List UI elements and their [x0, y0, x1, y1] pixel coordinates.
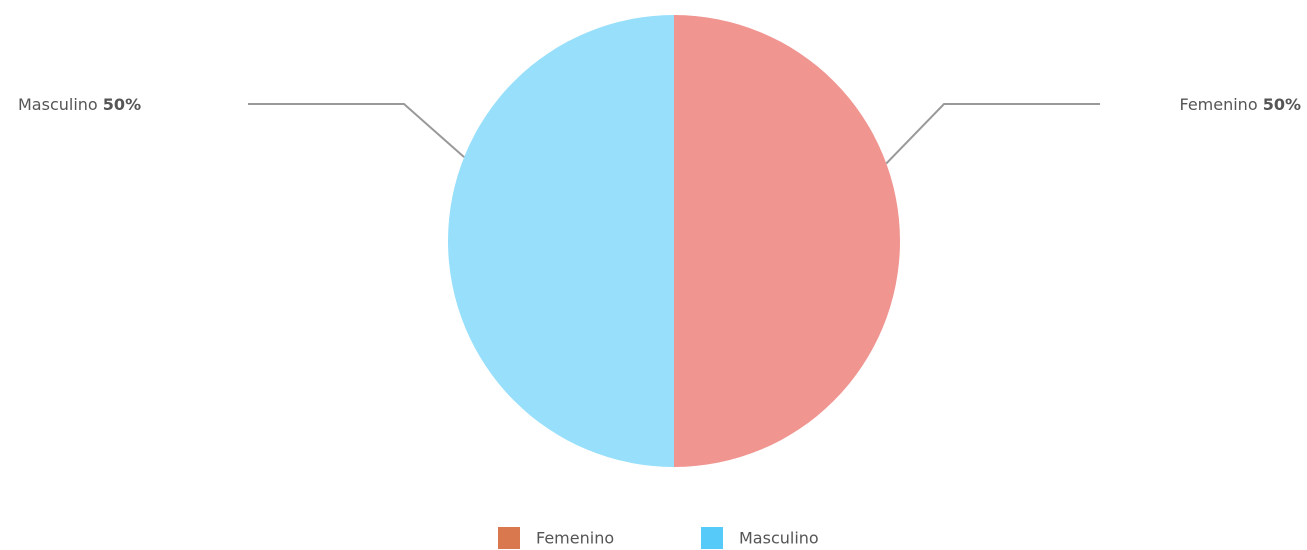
pie-slice: [448, 15, 674, 467]
slice-label: Femenino 50%: [1179, 95, 1301, 114]
slice-label-name: Femenino: [1179, 95, 1257, 114]
leader-line: [248, 103, 465, 158]
slice-label: Masculino 50%: [18, 95, 141, 114]
legend-swatch: [498, 527, 520, 549]
pie-slice: [674, 15, 900, 467]
slice-label-name: Masculino: [18, 95, 98, 114]
legend-label: Masculino: [739, 529, 819, 548]
leader-line: [885, 103, 1100, 165]
slice-label-value: 50%: [1263, 95, 1301, 114]
legend-label: Femenino: [536, 529, 614, 548]
legend-swatch: [701, 527, 723, 549]
slice-label-value: 50%: [103, 95, 141, 114]
